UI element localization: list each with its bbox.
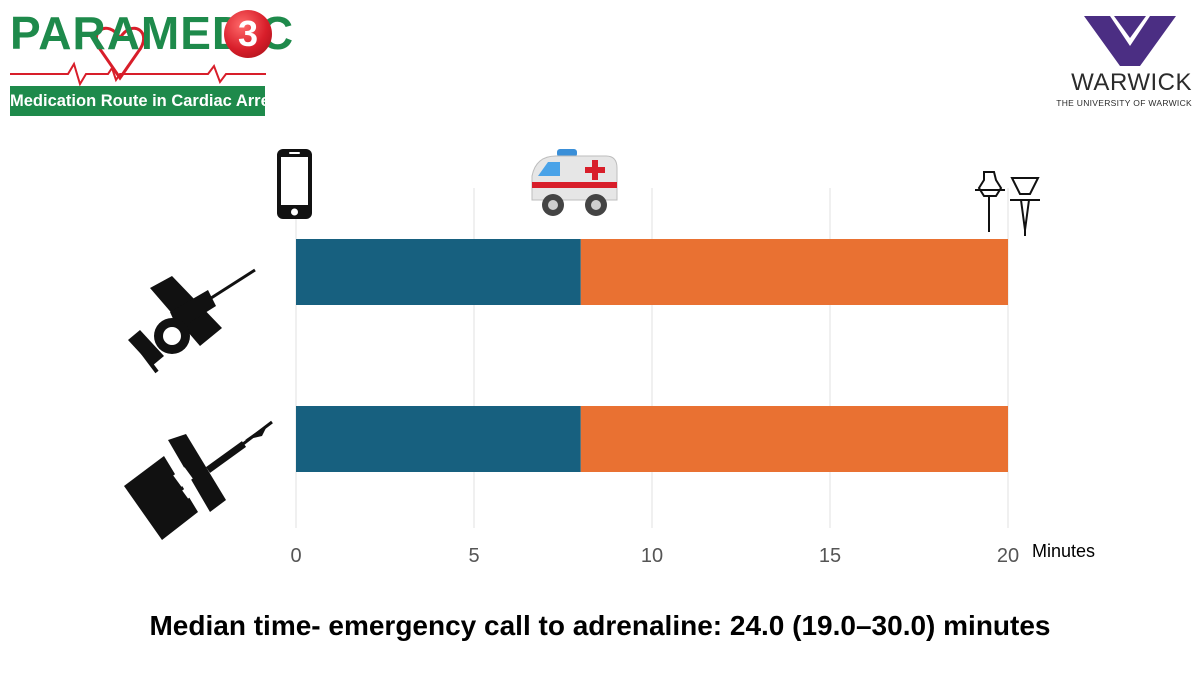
bars [296,239,1008,472]
intraosseous-needle-icon [128,268,256,374]
paramedic-number-badge: 3 [224,10,272,58]
bar-segment [296,239,581,305]
iv-line-icon [975,171,1040,236]
warwick-wordmark: WARWICK [1071,69,1192,96]
median-time-summary: Median time- emergency call to adrenalin… [149,610,1051,641]
x-tick-label: 15 [819,545,841,567]
warwick-subtitle: THE UNIVERSITY OF WARWICK [1056,98,1192,108]
paramedic-subtitle-banner: Medication Route in Cardiac Arrest [10,86,284,116]
bar-segment [296,406,581,472]
x-axis-label: Minutes [1032,541,1095,561]
iv-cannula-icon [124,420,273,540]
ambulance-icon [531,149,618,216]
x-tick-label: 0 [290,545,301,567]
phone-icon [277,149,312,219]
x-tick-labels: 0 5 10 15 20 [290,545,1019,567]
x-tick-label: 10 [641,545,663,567]
x-tick-label: 5 [468,545,479,567]
x-tick-label: 20 [997,545,1019,567]
ecg-heart-line-icon [10,26,266,87]
bar-segment [580,406,1008,472]
paramedic3-logo [8,8,270,118]
bar-segment [580,239,1008,305]
warwick-crest-icon [1084,16,1176,66]
